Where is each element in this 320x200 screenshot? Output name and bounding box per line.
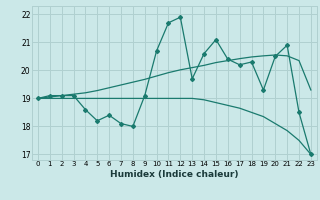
X-axis label: Humidex (Indice chaleur): Humidex (Indice chaleur) (110, 170, 239, 179)
